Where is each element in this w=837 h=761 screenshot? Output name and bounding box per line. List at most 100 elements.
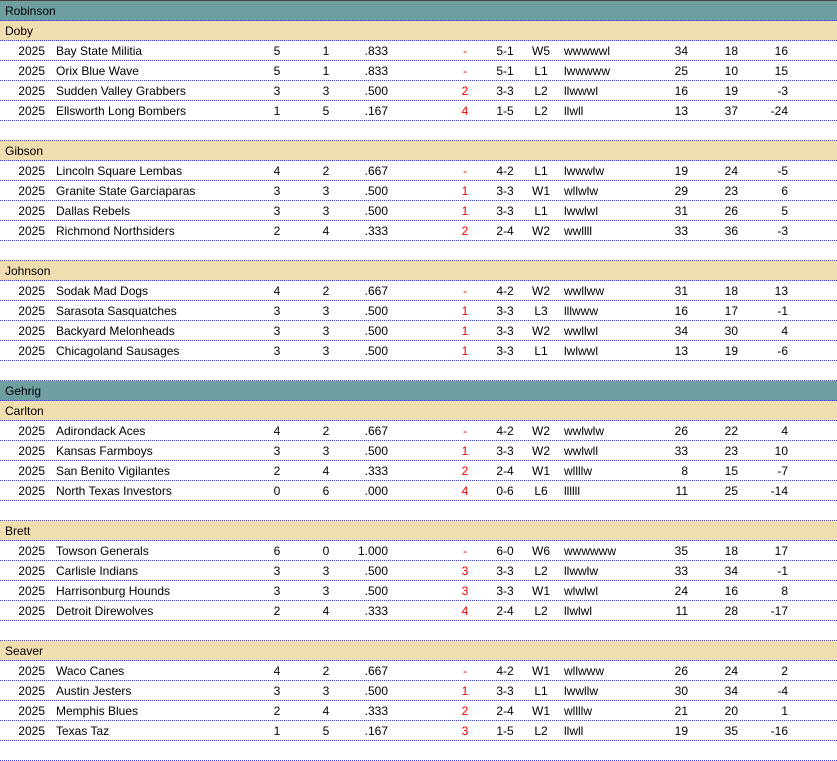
division-header: Carlton bbox=[0, 401, 837, 421]
streak: W2 bbox=[532, 444, 550, 458]
losses: 6 bbox=[322, 484, 330, 498]
wins: 3 bbox=[273, 444, 281, 458]
games-behind: - bbox=[463, 664, 467, 678]
league-header: Robinson bbox=[0, 1, 837, 21]
wins: 4 bbox=[273, 664, 281, 678]
team-row[interactable]: 2025 San Benito Vigilantes 2 4 .333 2 2-4 W1 wll… bbox=[0, 461, 837, 481]
year: 2025 bbox=[18, 304, 45, 318]
run-diff: -6 bbox=[777, 344, 788, 358]
team-row[interactable]: 2025 Chicagoland Sausages 3 3 .500 1 3-3 L1 lwlw… bbox=[0, 341, 837, 361]
last-six: lwwwww bbox=[564, 64, 610, 78]
streak: L2 bbox=[534, 604, 548, 618]
run-diff: -1 bbox=[777, 304, 788, 318]
team-row[interactable]: 2025 Memphis Blues 2 4 .333 2 2-4 W1 wllllw 21 20 1 bbox=[0, 701, 837, 721]
team-row[interactable]: 2025 Kansas Farmboys 3 3.500 1 3-3 W2 wwlwll 33 2… bbox=[0, 441, 837, 461]
losses: 0 bbox=[322, 544, 330, 558]
runs-scored: 33 bbox=[674, 224, 688, 238]
last-six: wllwww bbox=[564, 664, 604, 678]
team-row[interactable]: 2025 Harrisonburg Hounds 3 3 .500 3 3-3 W1 wlwlw… bbox=[0, 581, 837, 601]
team-row[interactable]: 2025 Adirondack Aces 4 2 .667 - 4-2 W2 wwlwlw 26 2… bbox=[0, 421, 837, 441]
games-behind: 1 bbox=[461, 684, 469, 698]
record: 2-4 bbox=[496, 704, 514, 718]
record: 2-4 bbox=[496, 604, 514, 618]
runs-allowed: 23 bbox=[724, 184, 738, 198]
wins: 4 bbox=[273, 424, 281, 438]
team-name: Richmond Northsiders bbox=[56, 224, 175, 238]
team-row[interactable]: 2025 North Texas Investors 0 6 .000 4 0-6 L6 lll… bbox=[0, 481, 837, 501]
team-name: Harrisonburg Hounds bbox=[56, 584, 171, 598]
record: 6-0 bbox=[496, 544, 514, 558]
team-row[interactable]: 2025 Detroit Direwolves 2 4 .333 4 2-4 L2 llwlwl… bbox=[0, 601, 837, 621]
year: 2025 bbox=[18, 464, 45, 478]
record: 1-5 bbox=[496, 104, 514, 118]
wins: 2 bbox=[273, 604, 281, 618]
runs-scored: 30 bbox=[674, 684, 688, 698]
division-header-label: Johnson bbox=[5, 264, 51, 278]
pct: 1.000 bbox=[357, 544, 388, 558]
year: 2025 bbox=[18, 164, 45, 178]
streak: W2 bbox=[532, 284, 550, 298]
wins: 0 bbox=[273, 484, 281, 498]
wins: 2 bbox=[273, 464, 281, 478]
record: 4-2 bbox=[496, 424, 514, 438]
team-row[interactable]: 2025 Sudden Valley Grabbers 3 3 .500 2 3-3 L2 ll… bbox=[0, 81, 837, 101]
year: 2025 bbox=[18, 724, 45, 738]
team-row[interactable]: 2025 Orix Blue Wave 5 1 .833 - 5-1 L1 lwwwww 25 10… bbox=[0, 61, 837, 81]
team-row[interactable]: 2025 Towson Generals 6 0 1.000 - 6-0 W6 wwwwww 35… bbox=[0, 541, 837, 561]
run-diff: -17 bbox=[770, 604, 788, 618]
pct: .500 bbox=[364, 444, 388, 458]
wins: 3 bbox=[273, 304, 281, 318]
team-row[interactable]: 2025 Richmond Northsiders 2 4 .333 2 2-4 W2 wwll… bbox=[0, 221, 837, 241]
streak: W5 bbox=[532, 44, 550, 58]
team-row[interactable]: 2025 Austin Jesters 3 3 .500 1 3-3 L1 lwwllw 30 34… bbox=[0, 681, 837, 701]
team-row[interactable]: 2025 Texas Taz 1 5 .167 3 1-5 L2 llwll 19 35 -16 bbox=[0, 721, 837, 741]
wins: 3 bbox=[273, 684, 281, 698]
team-row[interactable]: 2025 Sarasota Sasquatches 3 3 .500 1 3-3 L3 lllw… bbox=[0, 301, 837, 321]
team-row[interactable]: 2025 Ellsworth Long Bombers 1 5 .167 4 1-5 L2 ll… bbox=[0, 101, 837, 121]
team-row[interactable]: 2025 Waco Canes 4 2 .667 - 4-2 W1 wllwww 26 24 2 bbox=[0, 661, 837, 681]
streak: W1 bbox=[532, 184, 550, 198]
losses: 3 bbox=[322, 324, 330, 338]
team-row[interactable]: 2025 Granite State Garciaparas 3 3 .500 1 3-3 W… bbox=[0, 181, 837, 201]
losses: 3 bbox=[322, 84, 330, 98]
division-header-label: Doby bbox=[5, 24, 34, 38]
runs-allowed: 23 bbox=[724, 444, 738, 458]
year: 2025 bbox=[18, 224, 45, 238]
games-behind: 3 bbox=[461, 584, 469, 598]
run-diff: 13 bbox=[774, 284, 788, 298]
team-row[interactable]: 2025 Lincoln Square Lembas 4 2 .667 - 4-2 L1 lww… bbox=[0, 161, 837, 181]
team-row[interactable]: 2025 Dallas Rebels 3 3 .500 1 3-3 L1 lwwlwl 31 26 5 bbox=[0, 201, 837, 221]
team-name: San Benito Vigilantes bbox=[56, 464, 170, 478]
run-diff: -7 bbox=[777, 464, 788, 478]
runs-scored: 11 bbox=[675, 604, 688, 618]
team-row[interactable]: 2025 Backyard Melonheads 3 3 .500 1 3-3 W2 wwllw… bbox=[0, 321, 837, 341]
division-header: Doby bbox=[0, 21, 837, 41]
runs-allowed: 37 bbox=[724, 104, 738, 118]
record: 3-3 bbox=[496, 324, 514, 338]
team-row[interactable]: 2025 Sodak Mad Dogs 4 2 .667 - 4-2 W2 wwllww 31 18… bbox=[0, 281, 837, 301]
team-name: Sodak Mad Dogs bbox=[56, 284, 149, 298]
run-diff: -4 bbox=[777, 684, 788, 698]
losses: 2 bbox=[322, 664, 330, 678]
team-name: Orix Blue Wave bbox=[56, 64, 139, 78]
run-diff: -16 bbox=[770, 724, 788, 738]
record: 5-1 bbox=[496, 64, 514, 78]
record: 3-3 bbox=[496, 444, 514, 458]
team-name: Kansas Farmboys bbox=[56, 444, 153, 458]
record: 3-3 bbox=[496, 564, 514, 578]
games-behind: 3 bbox=[461, 564, 469, 578]
last-six: wwlwlw bbox=[564, 424, 604, 438]
league-header: Gehrig bbox=[0, 381, 837, 401]
runs-scored: 26 bbox=[674, 664, 688, 678]
spacer-row bbox=[0, 501, 837, 521]
team-row[interactable]: 2025 Bay State Militia 5 1 .833 - 5-1 W5 wwwwwl 3… bbox=[0, 41, 837, 61]
streak: W1 bbox=[532, 464, 550, 478]
runs-allowed: 19 bbox=[724, 84, 738, 98]
pct: .500 bbox=[364, 684, 388, 698]
year: 2025 bbox=[18, 544, 45, 558]
runs-allowed: 18 bbox=[724, 44, 738, 58]
losses: 5 bbox=[322, 724, 330, 738]
team-row[interactable]: 2025 Carlisle Indians 3 3.500 3 3-3 L2 llwwlw 33… bbox=[0, 561, 837, 581]
wins: 3 bbox=[273, 84, 281, 98]
losses: 1 bbox=[322, 64, 330, 78]
